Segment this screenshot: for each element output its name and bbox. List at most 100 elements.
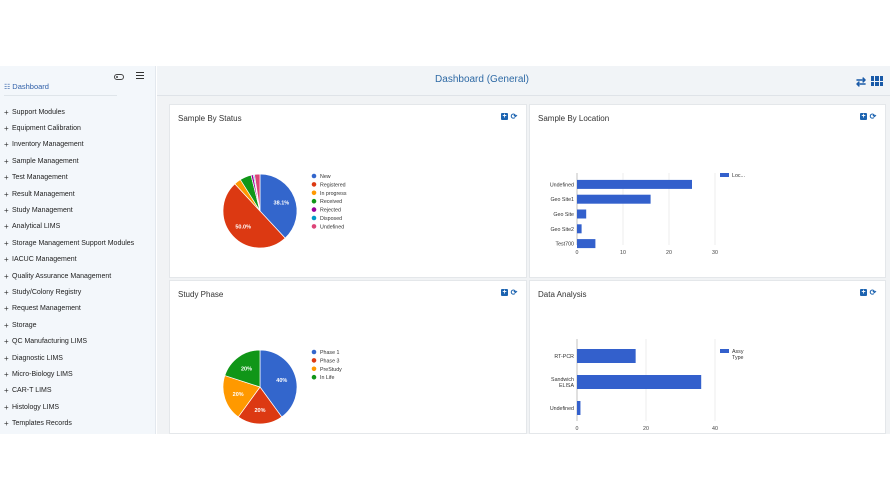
- sidebar-item[interactable]: + Support Modules: [4, 104, 134, 120]
- sidebar-item-label: Study/Colony Registry: [12, 288, 82, 296]
- pie-data-label: 38.1%: [274, 201, 290, 207]
- sidebar-item[interactable]: + IACUC Management: [4, 252, 134, 268]
- refresh-icon[interactable]: ⟳: [510, 112, 518, 121]
- y-tick-label: Geo Site: [553, 212, 574, 218]
- pie-data-label: 50.0%: [235, 225, 251, 231]
- card-title: Data Analysis: [538, 290, 587, 299]
- x-tick-label: 20: [643, 426, 649, 432]
- sidebar-dashboard-label: Dashboard: [12, 82, 49, 91]
- pie-slice: [222, 183, 286, 249]
- bar: [577, 179, 692, 189]
- sidebar-item-label: Analytical LIMS: [12, 223, 61, 231]
- y-tick-label: RT-PCR: [554, 354, 574, 360]
- sidebar-item[interactable]: + Storage: [4, 317, 134, 333]
- sidebar-item[interactable]: + Study/Colony Registry: [4, 284, 134, 300]
- refresh-icon[interactable]: ⟳: [869, 288, 877, 297]
- sidebar-item-label: IACUC Management: [12, 256, 77, 264]
- sidebar-item[interactable]: + Diagnostic LIMS: [4, 350, 134, 366]
- bar: [577, 375, 702, 389]
- x-tick-label: 30: [712, 250, 718, 256]
- plus-icon: +: [4, 107, 9, 117]
- card-title: Sample By Location: [538, 114, 610, 123]
- y-tick-label: Undefined: [550, 406, 574, 412]
- x-tick-label: 10: [620, 250, 626, 256]
- sidebar-item-label: Inventory Management: [12, 141, 84, 149]
- pie-slice: [224, 349, 261, 388]
- legend-label: In progress: [320, 191, 347, 197]
- sidebar-item-label: CAR-T LIMS: [12, 387, 52, 395]
- plus-icon: +: [4, 238, 9, 248]
- legend-label: Disposed: [320, 216, 342, 222]
- add-icon[interactable]: +: [501, 289, 508, 296]
- sidebar-item[interactable]: + Templates Records: [4, 415, 134, 431]
- sidebar-item[interactable]: + QC Manufacturing LIMS: [4, 333, 134, 349]
- bar: [577, 194, 651, 204]
- x-tick-label: 0: [576, 426, 579, 432]
- plus-icon: +: [4, 222, 9, 232]
- sidebar-header: ☷ Dashboard: [4, 66, 117, 96]
- pie-slice: [222, 375, 261, 418]
- plus-icon: +: [4, 369, 9, 379]
- sidebar-item[interactable]: + CAR-T LIMS: [4, 383, 134, 399]
- bar: [577, 239, 596, 249]
- pie-slice: [259, 173, 298, 239]
- pie-data-label: 40%: [276, 378, 287, 384]
- refresh-icon[interactable]: ⟳: [869, 112, 877, 121]
- main-content: Dashboard (General) ⇄ Sample By Status +…: [157, 66, 890, 434]
- sidebar-item[interactable]: + Request Management: [4, 301, 134, 317]
- legend-marker: [720, 349, 729, 353]
- sidebar-item[interactable]: + Result Management: [4, 186, 134, 202]
- plus-icon: +: [4, 124, 9, 134]
- legend-label: Registered: [320, 182, 346, 188]
- sidebar-menu: + Support Modules + Equipment Calibration + I…: [4, 104, 134, 432]
- legend-marker: [311, 215, 317, 221]
- plus-icon: +: [4, 304, 9, 314]
- theme-toggle-icon[interactable]: [114, 74, 124, 80]
- sidebar-item-label: Micro-Biology LIMS: [12, 370, 73, 378]
- card-sample-by-status: Sample By Status + ⟳ 38.1% 50.0% New Regist…: [169, 104, 527, 278]
- pie-chart-study-phase: 40% 20% 20% 20% Phase 1 Phase 3 PreStudy In Lif…: [222, 349, 342, 425]
- plus-icon: +: [4, 337, 9, 347]
- sidebar-item[interactable]: + Inventory Management: [4, 137, 134, 153]
- swap-icon[interactable]: ⇄: [856, 75, 867, 89]
- sidebar-item[interactable]: + Storage Management Support Modules: [4, 235, 134, 251]
- legend-marker: [311, 190, 317, 196]
- y-tick-label: Undefined: [550, 182, 574, 188]
- card-title: Sample By Status: [178, 114, 242, 123]
- sidebar-item[interactable]: + Analytical LIMS: [4, 219, 134, 235]
- sidebar-item[interactable]: + Study Management: [4, 202, 134, 218]
- legend-label: New: [320, 174, 331, 180]
- sidebar-item-label: Sample Management: [12, 157, 79, 165]
- pie-slice: [237, 386, 283, 425]
- grid-view-icon[interactable]: [871, 76, 883, 86]
- sidebar-item-label: Templates Records: [12, 420, 72, 428]
- sidebar-item[interactable]: + Equipment Calibration: [4, 120, 134, 136]
- top-bar: Dashboard (General) ⇄: [157, 66, 890, 96]
- legend-marker: [311, 207, 317, 212]
- add-icon[interactable]: +: [501, 113, 508, 120]
- legend-label: Undefined: [320, 224, 344, 230]
- sidebar-item[interactable]: + Histology LIMS: [4, 399, 134, 415]
- sidebar-item[interactable]: + Test Management: [4, 170, 134, 186]
- plus-icon: +: [4, 419, 9, 429]
- legend-marker: [311, 182, 317, 187]
- sidebar-item-dashboard[interactable]: ☷ Dashboard: [4, 82, 49, 91]
- sidebar-item-label: QC Manufacturing LIMS: [12, 338, 88, 346]
- menu-icon[interactable]: [136, 72, 144, 79]
- sidebar-item[interactable]: + Micro-Biology LIMS: [4, 366, 134, 382]
- legend-marker: [311, 173, 317, 179]
- sidebar-item[interactable]: + Sample Management: [4, 153, 134, 169]
- card-sample-by-location: Sample By Location + ⟳ 0 10 20 30 Undefined G…: [529, 104, 886, 278]
- sidebar-item-label: Quality Assurance Management: [12, 272, 112, 280]
- add-icon[interactable]: +: [860, 289, 867, 296]
- plus-icon: +: [4, 173, 9, 183]
- refresh-icon[interactable]: ⟳: [510, 288, 518, 297]
- y-tick-label: Geo Site2: [550, 227, 574, 233]
- legend-marker: [720, 173, 729, 177]
- card-tools: + ⟳: [860, 289, 877, 297]
- add-icon[interactable]: +: [860, 113, 867, 120]
- bar: [577, 349, 636, 363]
- sidebar-item[interactable]: + Quality Assurance Management: [4, 268, 134, 284]
- sidebar-item-label: Equipment Calibration: [12, 125, 81, 133]
- legend-label: Phase 1: [320, 350, 339, 356]
